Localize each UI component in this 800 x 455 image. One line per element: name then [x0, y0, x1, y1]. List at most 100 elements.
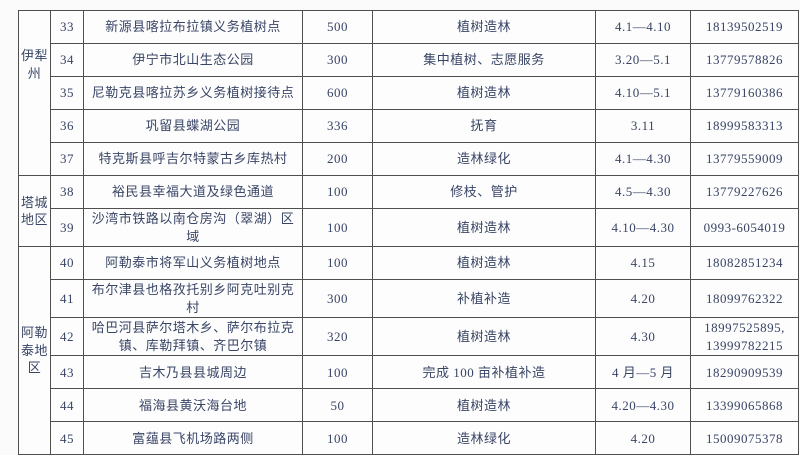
row-number-cell: 34: [50, 43, 84, 77]
row-number-cell: 41: [50, 279, 84, 319]
activity-cell: 造林绿化: [372, 421, 596, 455]
area-amount-cell: 500: [302, 10, 373, 44]
activity-cell: 植树造林: [372, 10, 596, 44]
activity-cell: 补植补造: [372, 279, 596, 319]
area-amount-cell: 336: [302, 109, 373, 143]
date-cell: 4.5—4.30: [595, 175, 691, 209]
row-number-cell: 43: [50, 355, 84, 390]
location-cell: 吉木乃县县城周边: [83, 355, 303, 390]
phone-cell: 13779160386: [690, 76, 799, 110]
area-amount-cell: 100: [302, 246, 373, 281]
area-amount-cell: 320: [302, 317, 373, 357]
table-row: 41 布尔津县也格孜托别乡阿克吐别克村 300 补植补造 4.20 18099762322: [19, 279, 799, 319]
table-row: 44 福海县黄沃海台地 50 植树造林 4.20—4.30 13399065868: [19, 388, 799, 423]
phone-cell: 13779227626: [690, 175, 799, 209]
date-cell: 3.20—5.1: [595, 43, 691, 77]
row-number-cell: 42: [50, 317, 84, 357]
phone-cell: 18099762322: [690, 279, 799, 319]
row-number-cell: 40: [50, 246, 84, 281]
area-amount-cell: 100: [302, 175, 373, 209]
row-number-cell: 35: [50, 76, 84, 110]
location-cell: 伊宁市北山生态公园: [83, 43, 303, 77]
phone-cell: 13779578826: [690, 43, 799, 77]
table-row: 35 尼勒克县喀拉苏乡义务植树接待点 600 植树造林 4.10—5.1 13779160…: [19, 76, 799, 110]
row-number-cell: 45: [50, 421, 84, 455]
region-label: 塔城地区: [21, 194, 49, 228]
date-cell: 3.11: [595, 109, 691, 143]
date-cell: 4.20: [595, 279, 691, 319]
activity-cell: 完成 100 亩补植补造: [372, 355, 596, 390]
location-cell: 特克斯县呼吉尔特蒙古乡库热村: [83, 142, 303, 176]
area-amount-cell: 300: [302, 279, 373, 319]
region-cell: 伊犁州: [18, 10, 51, 176]
region-cell: 塔城地区: [18, 174, 51, 248]
region-label: 伊犁州: [21, 48, 49, 81]
location-cell: 沙湾市铁路以南仓房沟（翠湖）区域: [83, 207, 303, 248]
phone-cell: 18999583313: [690, 109, 799, 143]
location-cell: 裕民县幸福大道及绿色通道: [83, 175, 303, 209]
table-row: 伊犁州 33 新源县喀拉布拉镇义务植树点 500 植树造林 4.1—4.10 1813950…: [18, 10, 799, 176]
location-cell: 福海县黄沃海台地: [83, 388, 303, 423]
table-body: 伊犁州 33 新源县喀拉布拉镇义务植树点 500 植树造林 4.1—4.10 1813950…: [18, 10, 799, 455]
area-amount-cell: 100: [302, 355, 373, 390]
phone-cell: 18139502519: [690, 10, 799, 44]
area-amount-cell: 50: [302, 388, 373, 423]
date-cell: 4 月—5 月: [595, 355, 691, 390]
date-cell: 4.15: [595, 246, 691, 281]
activity-cell: 植树造林: [372, 317, 596, 357]
activity-cell: 植树造林: [372, 246, 596, 281]
activity-cell: 植树造林: [372, 388, 596, 423]
table-row: 36 巩留县蝶湖公园 336 抚育 3.11 18999583313: [19, 109, 799, 143]
activity-cell: 造林绿化: [372, 142, 596, 176]
location-cell: 尼勒克县喀拉苏乡义务植树接待点: [83, 76, 303, 110]
date-cell: 4.1—4.10: [595, 10, 691, 44]
phone-cell: 18290909539: [690, 355, 799, 390]
row-number-cell: 39: [50, 207, 84, 248]
phone-cell: 0993-6054019: [690, 207, 799, 248]
area-amount-cell: 100: [302, 421, 373, 455]
area-amount-cell: 200: [302, 142, 373, 176]
area-amount-cell: 300: [302, 43, 373, 77]
activity-cell: 修枝、管护: [372, 175, 596, 209]
location-cell: 新源县喀拉布拉镇义务植树点: [83, 10, 303, 44]
row-number-cell: 37: [50, 142, 84, 176]
table-row: 39 沙湾市铁路以南仓房沟（翠湖）区域 100 植树造林 4.10—4.30 0993-6…: [19, 207, 799, 248]
location-cell: 布尔津县也格孜托别乡阿克吐别克村: [83, 279, 303, 319]
date-cell: 4.20—4.30: [595, 388, 691, 423]
table-row: 阿勒泰地区 40 阿勒泰市将军山义务植树地点 100 植树造林 4.15 180828512…: [18, 246, 799, 455]
row-number-cell: 33: [50, 10, 84, 44]
table-row: 37 特克斯县呼吉尔特蒙古乡库热村 200 造林绿化 4.1—4.30 137795590…: [19, 142, 799, 176]
date-cell: 4.10—5.1: [595, 76, 691, 110]
area-amount-cell: 600: [302, 76, 373, 110]
phone-cell: 15009075378: [690, 421, 799, 455]
table-row: 42 哈巴河县萨尔塔木乡、萨尔布拉克镇、库勒拜镇、齐巴尔镇 320 植树造林 4.30 1…: [19, 317, 799, 357]
activity-cell: 抚育: [372, 109, 596, 143]
activity-cell: 集中植树、志愿服务: [372, 43, 596, 77]
activity-cell: 植树造林: [372, 76, 596, 110]
row-number-cell: 38: [50, 175, 84, 209]
region-label: 阿勒泰地区: [21, 325, 49, 376]
region-cell: 阿勒泰地区: [18, 246, 51, 455]
area-amount-cell: 100: [302, 207, 373, 248]
date-cell: 4.30: [595, 317, 691, 357]
location-cell: 富蕴县飞机场路两侧: [83, 421, 303, 455]
phone-cell: 18082851234: [690, 246, 799, 281]
table-row: 34 伊宁市北山生态公园 300 集中植树、志愿服务 3.20—5.1 137795788…: [19, 43, 799, 77]
table-row: 43 吉木乃县县城周边 100 完成 100 亩补植补造 4 月—5 月 18290909…: [19, 355, 799, 390]
date-cell: 4.10—4.30: [595, 207, 691, 248]
row-number-cell: 44: [50, 388, 84, 423]
location-cell: 巩留县蝶湖公园: [83, 109, 303, 143]
table-row: 45 富蕴县飞机场路两侧 100 造林绿化 4.20 15009075378: [19, 421, 799, 455]
phone-cell: 13779559009: [690, 142, 799, 176]
table-row: 塔城地区 38 裕民县幸福大道及绿色通道 100 修枝、管护 4.5—4.30 137792…: [18, 174, 799, 248]
planting-schedule-table: 伊犁州 33 新源县喀拉布拉镇义务植树点 500 植树造林 4.1—4.10 1813950…: [18, 10, 799, 455]
location-cell: 阿勒泰市将军山义务植树地点: [83, 246, 303, 281]
date-cell: 4.1—4.30: [595, 142, 691, 176]
date-cell: 4.20: [595, 421, 691, 455]
row-number-cell: 36: [50, 109, 84, 143]
activity-cell: 植树造林: [372, 207, 596, 248]
phone-cell: 13399065868: [690, 388, 799, 423]
location-cell: 哈巴河县萨尔塔木乡、萨尔布拉克镇、库勒拜镇、齐巴尔镇: [83, 317, 303, 357]
phone-cell: 18997525895, 13999782215: [690, 317, 799, 357]
